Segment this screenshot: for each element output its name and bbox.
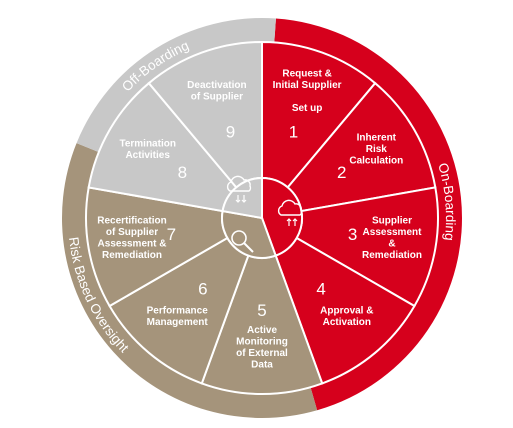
segment-label-line: of Supplier — [106, 227, 158, 238]
segment-label-line: Termination — [119, 138, 175, 149]
hub-sector-offboarding — [221, 176, 263, 220]
segment-label-line: Supplier — [372, 216, 412, 227]
segment-label-line: & — [388, 239, 395, 250]
segment-label-line: Recertification — [97, 216, 166, 227]
segment-label-line: Initial Supplier — [273, 80, 342, 91]
segment-number-9: 9 — [226, 123, 235, 142]
segment-label-4: Approval & Activation — [320, 305, 373, 328]
outer-phase-ring — [61, 18, 462, 418]
segment-label-3: Supplier Assessment & Remediation — [362, 216, 422, 262]
segment-number-7: 7 — [167, 225, 176, 244]
segment-number-1: 1 — [289, 123, 298, 142]
segment-label-line: Management — [147, 317, 209, 328]
cloud-download-icon — [226, 175, 252, 203]
segment-number-8: 8 — [178, 163, 187, 182]
segment-label-7: Recertification of Supplier Assessment & Re… — [97, 216, 166, 262]
segment-label-line: Data — [251, 359, 273, 370]
segment-label-line: Request & — [282, 69, 331, 80]
phase-ring-risk — [61, 143, 318, 418]
segment-label-line: Approval & — [320, 305, 373, 316]
segment-label-line: Calculation — [349, 156, 403, 167]
segment-label-line: Assessment — [363, 227, 423, 238]
magnifier-icon — [231, 230, 254, 253]
segment-label-line: Active — [247, 325, 277, 336]
segment-label-2: Inherent Risk Calculation — [349, 133, 403, 167]
cloud-upload-icon — [277, 199, 303, 226]
segment-label-line: Remediation — [362, 250, 422, 261]
phase-ring-onboarding — [274, 18, 462, 411]
segment-number-2: 2 — [337, 163, 346, 182]
segment-label-line: Inherent — [357, 133, 397, 144]
center-hub — [221, 175, 303, 259]
segment-label-5: Active Monitoring of External Data — [236, 325, 288, 371]
segment-label-line: Activation — [323, 317, 371, 328]
segment-label-6: Performance Management — [147, 305, 209, 328]
segment-label-1: Request & Initial Supplier Set up — [273, 69, 342, 115]
segment-number-4: 4 — [316, 280, 325, 299]
segment-number-6: 6 — [198, 280, 207, 299]
phase-ring-offboarding — [76, 18, 276, 153]
segment-label-line: Deactivation — [187, 80, 246, 91]
segment-number-5: 5 — [257, 301, 266, 320]
segment-label-line: of External — [236, 348, 288, 359]
segment-label-line: Monitoring — [236, 336, 288, 347]
segment-label-9: Deactivation of Supplier — [187, 80, 246, 103]
segment-label-line: Assessment & — [98, 239, 167, 250]
segment-label-8: Termination Activities — [119, 138, 175, 161]
segment-label-line: Remediation — [102, 250, 162, 261]
segment-label-line: Set up — [292, 103, 323, 114]
segment-label-line: Risk — [366, 144, 388, 155]
segment-label-line: of Supplier — [191, 92, 243, 103]
segment-label-line: Activities — [125, 150, 170, 161]
segment-label-line: Performance — [147, 305, 209, 316]
segment-number-3: 3 — [348, 225, 357, 244]
label-group: Request & Initial Supplier Set up 1 Inherent… — [97, 69, 422, 371]
